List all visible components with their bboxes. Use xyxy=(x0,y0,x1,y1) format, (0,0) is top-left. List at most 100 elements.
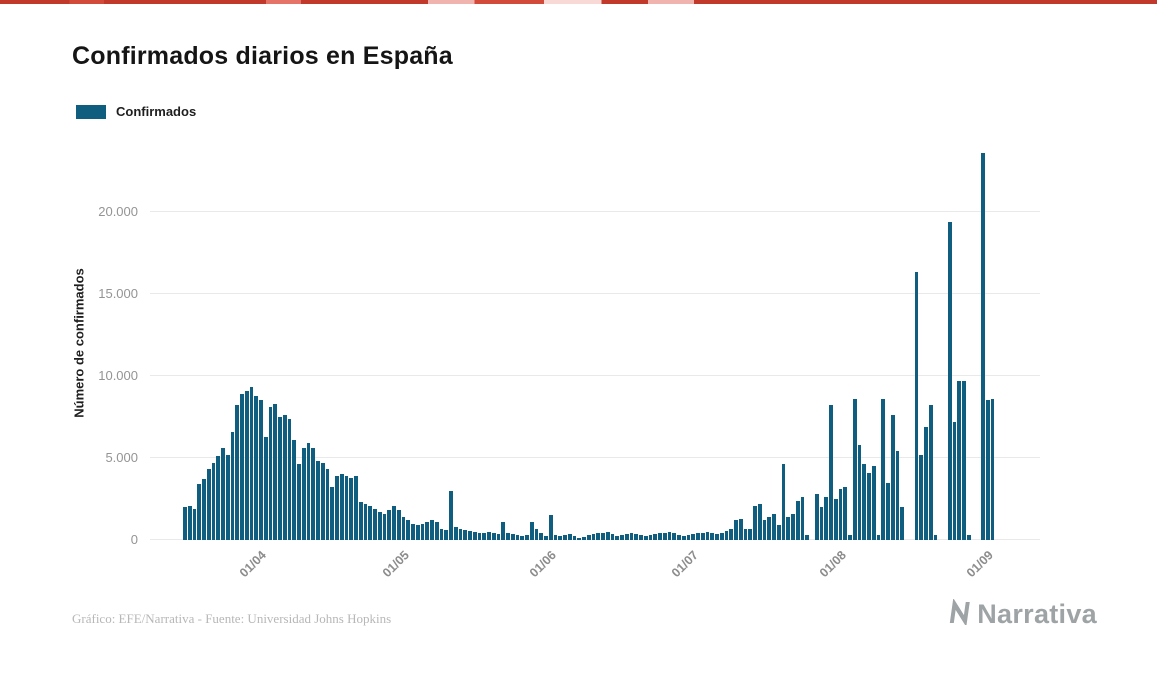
bar xyxy=(895,451,900,540)
bar xyxy=(990,398,995,540)
bar xyxy=(572,535,577,540)
bar xyxy=(743,528,748,540)
bar xyxy=(605,531,610,540)
bar xyxy=(311,448,316,540)
bar xyxy=(477,533,482,540)
bar xyxy=(582,536,586,540)
gridline xyxy=(150,292,1040,294)
bar xyxy=(577,537,582,540)
bar xyxy=(301,448,306,540)
bar xyxy=(567,534,572,540)
bar xyxy=(491,533,496,540)
bar xyxy=(244,390,249,540)
bar xyxy=(387,510,392,540)
bar xyxy=(254,395,259,540)
bar xyxy=(268,407,273,540)
bar xyxy=(933,535,938,540)
bar xyxy=(814,494,819,540)
bar xyxy=(563,535,567,540)
bar xyxy=(700,532,705,540)
bar xyxy=(401,517,406,540)
bar xyxy=(235,405,240,540)
bar xyxy=(729,529,734,540)
narrativa-icon xyxy=(946,598,976,630)
bar xyxy=(928,405,933,540)
bar xyxy=(805,535,810,540)
bar xyxy=(662,532,667,540)
bar xyxy=(681,535,686,540)
bar xyxy=(857,444,862,540)
bar xyxy=(425,521,430,540)
bar xyxy=(297,464,301,540)
bar xyxy=(411,523,415,540)
bar xyxy=(658,533,662,540)
bar xyxy=(197,484,202,540)
bar xyxy=(838,489,843,540)
bar xyxy=(634,534,639,540)
bar xyxy=(187,505,192,540)
bar xyxy=(620,535,624,540)
bar xyxy=(738,518,743,540)
bar xyxy=(862,464,867,540)
y-tick-label: 10.000 xyxy=(98,367,138,383)
bar xyxy=(392,505,396,540)
bar xyxy=(430,520,434,540)
bar xyxy=(795,500,800,540)
bar xyxy=(368,505,373,540)
bar xyxy=(553,535,558,540)
bar xyxy=(843,487,848,540)
bar xyxy=(914,272,919,540)
x-tick-label: 01/05 xyxy=(379,548,412,581)
bar xyxy=(525,535,529,540)
bar xyxy=(819,507,824,540)
top-edge-strip xyxy=(0,0,1157,4)
bar xyxy=(287,418,292,540)
bar xyxy=(710,533,715,540)
bar xyxy=(335,475,339,540)
bar xyxy=(900,507,905,540)
bar xyxy=(506,532,510,540)
bar xyxy=(221,448,225,540)
bar xyxy=(510,534,515,540)
gridline xyxy=(150,456,1040,458)
bar xyxy=(278,416,282,540)
bar xyxy=(781,464,786,540)
bar xyxy=(468,530,472,540)
bar xyxy=(962,380,966,540)
bar xyxy=(748,529,753,540)
y-tick-label: 20.000 xyxy=(98,203,138,219)
bar xyxy=(487,531,491,540)
y-tick-label: 15.000 xyxy=(98,285,138,301)
bar xyxy=(947,221,952,540)
bar xyxy=(292,439,297,540)
x-tick-label: 01/06 xyxy=(526,548,559,581)
bar xyxy=(772,513,776,540)
bar xyxy=(520,535,525,540)
bar xyxy=(263,436,268,540)
bar xyxy=(762,520,767,540)
bar xyxy=(757,503,762,540)
bar xyxy=(786,517,791,540)
bar xyxy=(230,431,235,540)
bar xyxy=(354,475,358,540)
gridline xyxy=(150,210,1040,212)
bar xyxy=(259,400,263,540)
bar xyxy=(548,515,553,540)
bar xyxy=(273,403,278,540)
bar xyxy=(952,421,957,540)
bar xyxy=(558,535,563,540)
bar xyxy=(691,534,696,540)
bar xyxy=(753,505,757,540)
source-credit: Gráfico: EFE/Narrativa - Fuente: Univers… xyxy=(72,611,392,626)
bar xyxy=(444,530,449,540)
gridline xyxy=(150,374,1040,376)
bar xyxy=(643,535,648,540)
bar xyxy=(373,508,377,540)
bar xyxy=(240,393,244,540)
bar xyxy=(734,520,738,540)
bar xyxy=(206,469,211,540)
bar xyxy=(539,533,544,540)
legend: Confirmados xyxy=(76,104,196,119)
bar xyxy=(406,520,411,540)
bar xyxy=(705,531,710,540)
